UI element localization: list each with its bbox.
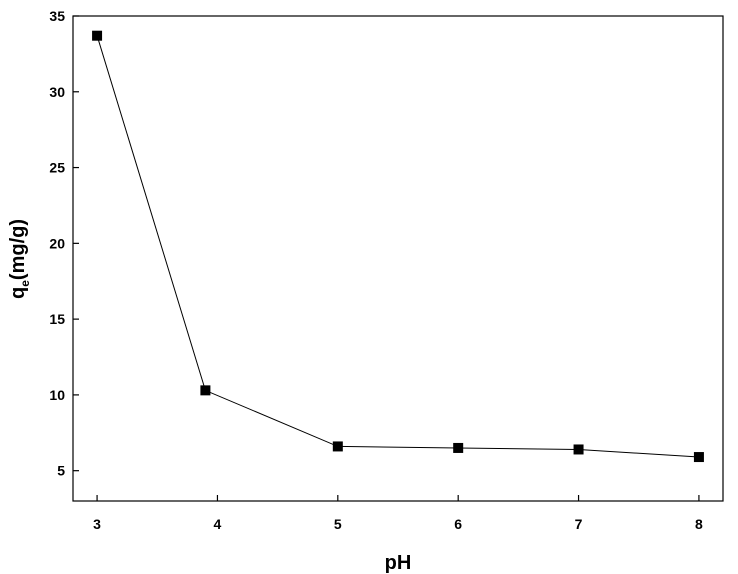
y-axis-ticks: 5 10 15 20 25 30 35 [49,8,79,479]
y-tick-label: 5 [57,463,65,479]
y-tick-label: 35 [49,8,65,24]
x-axis-ticks: 3 4 5 6 7 8 [93,495,703,532]
data-point-marker [332,441,343,452]
data-point-marker [693,452,704,463]
data-point-marker [573,444,584,455]
x-tick-label: 3 [93,516,101,532]
data-point-marker [92,30,103,41]
data-point-marker [453,442,464,453]
x-tick-label: 8 [695,516,703,532]
data-point-marker [200,385,211,396]
y-axis-title-main: q [7,287,29,299]
y-tick-label: 10 [49,387,65,403]
y-tick-label: 20 [49,235,65,251]
y-axis-title-unit: (mg/g) [7,219,29,280]
x-tick-label: 7 [575,516,583,532]
y-axis-title: qe(mg/g) [7,219,32,299]
series-line [96,35,699,458]
y-tick-label: 15 [49,311,65,327]
y-tick-label: 30 [49,84,65,100]
plot-frame [72,15,724,502]
y-axis-title-subscript: e [18,280,32,287]
x-tick-label: 4 [214,516,222,532]
x-axis-title: pH [385,552,412,574]
x-tick-label: 5 [334,516,342,532]
series-layer [92,30,704,463]
y-tick-label: 25 [49,160,65,176]
x-tick-label: 6 [454,516,462,532]
